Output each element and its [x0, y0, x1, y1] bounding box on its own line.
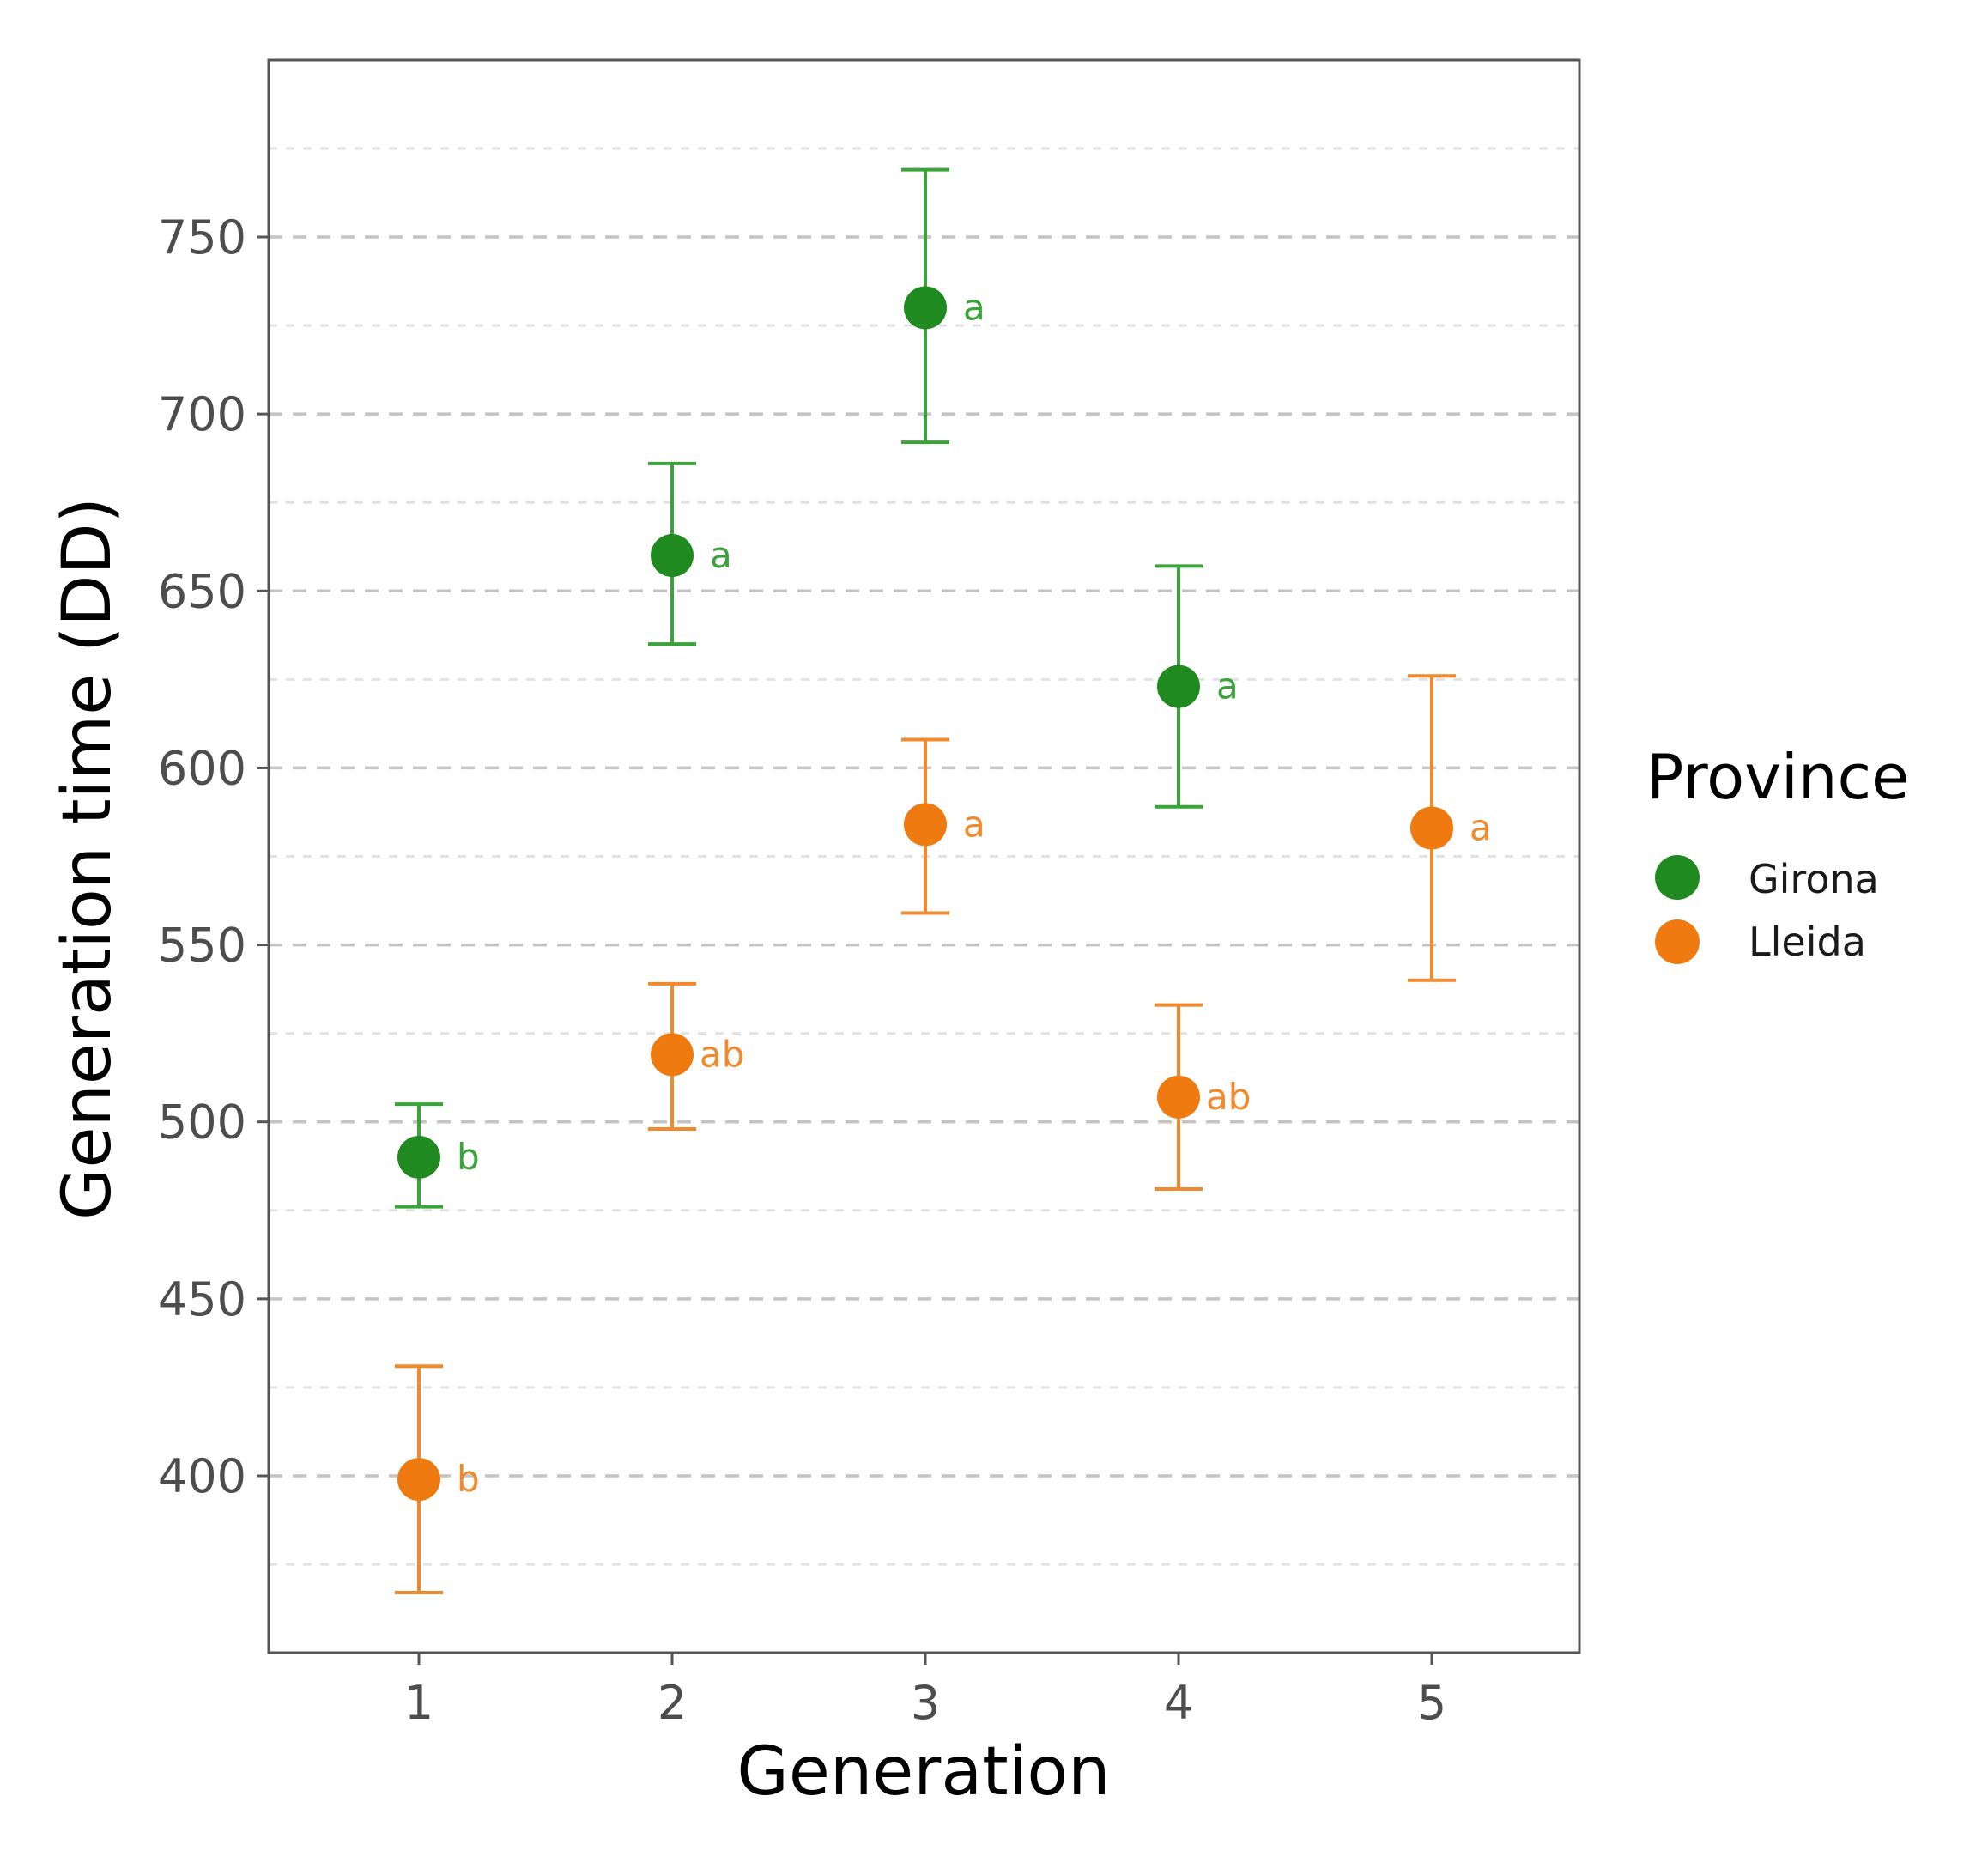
x-tick-label: 4: [1164, 1676, 1193, 1730]
sig-letter-girona-gen-2: a: [710, 534, 732, 576]
point-lleida-gen-2: [651, 1033, 694, 1077]
y-tick-label: 400: [158, 1449, 246, 1503]
y-tick-label: 450: [158, 1272, 246, 1326]
x-tick-label: 1: [404, 1676, 433, 1730]
point-lleida-gen-5: [1410, 806, 1453, 850]
sig-letter-lleida-gen-1: b: [457, 1458, 480, 1500]
point-girona-gen-4: [1157, 665, 1200, 708]
y-tick-label: 550: [158, 919, 246, 973]
legend-title: Province: [1646, 741, 1909, 813]
y-tick-label: 650: [158, 564, 246, 618]
y-tick-label: 750: [158, 210, 246, 264]
point-girona-gen-3: [904, 286, 947, 330]
sig-letter-lleida-gen-2: ab: [700, 1033, 744, 1075]
x-tick-label: 5: [1417, 1676, 1446, 1730]
x-tick-label: 3: [911, 1676, 940, 1730]
x-axis-title: Generation: [736, 1733, 1110, 1811]
y-axis-title: Generation time (DD): [49, 497, 126, 1220]
sig-letter-girona-gen-4: a: [1216, 665, 1239, 707]
y-tick-label: 700: [158, 387, 246, 441]
legend-marker-lleida: [1655, 919, 1700, 964]
sig-letter-lleida-gen-4: ab: [1206, 1076, 1251, 1118]
x-tick-label: 2: [658, 1676, 687, 1730]
point-girona-gen-1: [397, 1135, 440, 1179]
legend: Province Girona Lleida: [1646, 741, 1909, 965]
point-lleida-gen-3: [904, 803, 947, 847]
legend-marker-girona: [1655, 855, 1700, 900]
axes-layer: 400 450 500 550 600 650 700 750 1 2 3 4 5: [158, 210, 1446, 1730]
y-tick-label: 600: [158, 741, 246, 795]
sig-letter-girona-gen-1: b: [457, 1136, 480, 1178]
sig-letter-lleida-gen-3: a: [963, 803, 985, 845]
legend-label-lleida: Lleida: [1749, 919, 1866, 965]
sig-letter-girona-gen-3: a: [963, 286, 985, 328]
point-lleida-gen-4: [1157, 1075, 1200, 1119]
y-tick-label: 500: [158, 1095, 246, 1150]
legend-label-girona: Girona: [1749, 856, 1879, 902]
point-lleida-gen-1: [397, 1458, 440, 1502]
point-girona-gen-2: [651, 534, 694, 578]
sig-letter-lleida-gen-5: a: [1470, 807, 1492, 849]
